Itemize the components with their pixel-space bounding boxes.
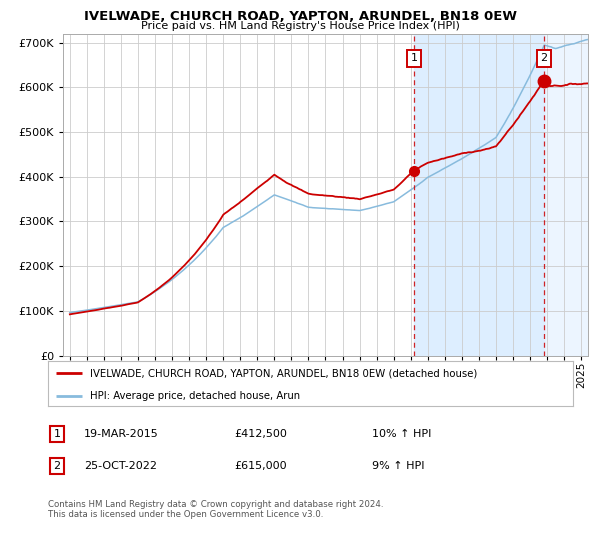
Text: £412,500: £412,500 bbox=[234, 429, 287, 439]
Text: 2: 2 bbox=[540, 53, 547, 63]
Text: 9% ↑ HPI: 9% ↑ HPI bbox=[372, 461, 425, 471]
Text: IVELWADE, CHURCH ROAD, YAPTON, ARUNDEL, BN18 0EW: IVELWADE, CHURCH ROAD, YAPTON, ARUNDEL, … bbox=[83, 10, 517, 23]
Text: 2: 2 bbox=[53, 461, 61, 471]
Bar bbox=[544, 34, 590, 356]
Text: IVELWADE, CHURCH ROAD, YAPTON, ARUNDEL, BN18 0EW (detached house): IVELWADE, CHURCH ROAD, YAPTON, ARUNDEL, … bbox=[90, 368, 478, 379]
Text: 10% ↑ HPI: 10% ↑ HPI bbox=[372, 429, 431, 439]
Text: £615,000: £615,000 bbox=[234, 461, 287, 471]
Text: 1: 1 bbox=[53, 429, 61, 439]
Text: 1: 1 bbox=[410, 53, 418, 63]
Text: 25-OCT-2022: 25-OCT-2022 bbox=[84, 461, 157, 471]
Text: Contains HM Land Registry data © Crown copyright and database right 2024.
This d: Contains HM Land Registry data © Crown c… bbox=[48, 500, 383, 519]
Text: 19-MAR-2015: 19-MAR-2015 bbox=[84, 429, 159, 439]
Bar bbox=[414, 34, 544, 356]
Text: HPI: Average price, detached house, Arun: HPI: Average price, detached house, Arun bbox=[90, 391, 300, 401]
Text: Price paid vs. HM Land Registry's House Price Index (HPI): Price paid vs. HM Land Registry's House … bbox=[140, 21, 460, 31]
